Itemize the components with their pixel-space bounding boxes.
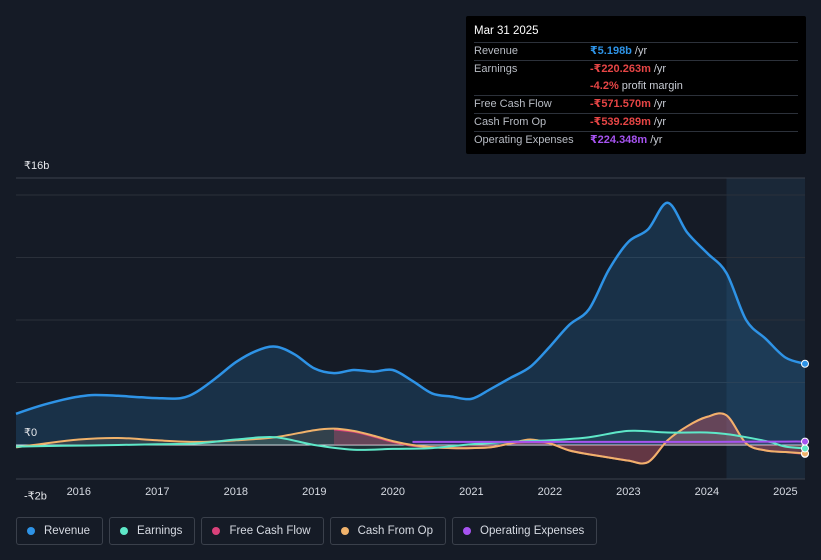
x-tick-label: 2025 — [773, 486, 797, 498]
tooltip-value: -₹220.263m — [590, 63, 651, 75]
legend-dot-icon — [463, 527, 472, 535]
x-tick-label: 2021 — [459, 486, 483, 498]
tooltip-value: ₹224.348m — [590, 134, 648, 146]
tooltip-row-fcf: Free Cash Flow -₹571.570m /yr — [474, 95, 798, 113]
earnings-end-point — [801, 444, 809, 453]
tooltip-date: Mar 31 2025 — [474, 25, 539, 37]
legend-label: Cash From Op — [357, 525, 434, 537]
legend-dot-icon — [340, 527, 349, 535]
legend-item-operating-expenses[interactable]: Operating Expenses — [452, 517, 598, 545]
legend-item-free-cash-flow[interactable]: Free Cash Flow — [201, 517, 324, 545]
chart-legend: Revenue Earnings Free Cash Flow Cash Fro… — [16, 517, 598, 545]
tooltip-row-revenue: Revenue ₹5.198b /yr — [474, 42, 798, 60]
legend-dot-icon — [212, 527, 221, 535]
tooltip-unit: /yr — [653, 98, 667, 110]
tooltip-unit: /yr — [650, 134, 663, 146]
tooltip-unit: /yr — [653, 116, 667, 128]
series-areas — [16, 202, 805, 464]
tooltip-row-cfo: Cash From Op -₹539.289m /yr — [474, 113, 798, 131]
data-tooltip: Mar 31 2025 Revenue ₹5.198b /yr Earnings… — [466, 16, 806, 154]
tooltip-value: -₹539.289m — [590, 116, 651, 128]
x-axis: 2016 2017 2018 2019 2020 2021 2022 2023 2024 2025 — [67, 486, 798, 498]
tooltip-unit: /yr — [653, 63, 667, 75]
legend-label: Earnings — [137, 525, 183, 537]
tooltip-label: Revenue — [474, 45, 519, 57]
forecast-shading — [726, 178, 805, 479]
tooltip-value: -4.2% — [590, 80, 619, 92]
tooltip-label: Cash From Op — [474, 116, 547, 128]
x-tick-label: 2020 — [381, 486, 405, 498]
tooltip-row-earnings: Earnings -₹220.263m /yr — [474, 60, 798, 78]
legend-item-cash-from-op[interactable]: Cash From Op — [329, 517, 447, 545]
free-cash-flow-area — [334, 413, 805, 464]
tooltip-label — [474, 78, 590, 95]
tooltip-row-opex: Operating Expenses ₹224.348m /yr — [474, 131, 798, 149]
x-tick-label: 2024 — [695, 486, 719, 498]
y-tick-label: ₹0 — [24, 427, 37, 439]
cash-from-op-area — [16, 413, 805, 464]
tooltip-value: ₹5.198b — [590, 45, 632, 57]
legend-item-revenue[interactable]: Revenue — [16, 517, 104, 545]
legend-dot-icon — [27, 527, 35, 535]
y-tick-label: -₹2b — [24, 490, 47, 502]
x-tick-label: 2018 — [224, 486, 248, 498]
series-endpoints — [801, 359, 809, 458]
tooltip-label: Earnings — [474, 63, 518, 75]
legend-label: Revenue — [44, 525, 91, 537]
tooltip-unit: /yr — [634, 45, 648, 57]
tooltip-value: -₹571.570m — [590, 98, 651, 110]
revenue-end-point — [801, 359, 809, 368]
legend-label: Free Cash Flow — [229, 525, 311, 537]
x-tick-label: 2022 — [538, 486, 562, 498]
tooltip-label: Operating Expenses — [474, 134, 574, 146]
operating-expenses-end-point — [801, 437, 809, 446]
tooltip-row-margin: -4.2% profit margin — [474, 78, 798, 95]
revenue-area — [16, 202, 805, 445]
legend-label: Operating Expenses — [480, 525, 585, 537]
earnings-line — [15, 429, 806, 451]
legend-item-earnings[interactable]: Earnings — [109, 517, 196, 545]
tooltip-unit: profit margin — [621, 80, 683, 92]
legend-dot-icon — [120, 527, 129, 535]
x-tick-label: 2023 — [616, 486, 640, 498]
y-tick-label: ₹16b — [24, 160, 49, 172]
x-tick-label: 2019 — [302, 486, 326, 498]
x-tick-label: 2016 — [67, 486, 91, 498]
earnings-area — [16, 430, 805, 450]
y-axis: ₹16b ₹0 -₹2b — [24, 160, 49, 502]
x-tick-label: 2017 — [145, 486, 169, 498]
series-lines — [15, 201, 806, 465]
tooltip-label: Free Cash Flow — [474, 98, 552, 110]
revenue-line — [15, 201, 806, 415]
